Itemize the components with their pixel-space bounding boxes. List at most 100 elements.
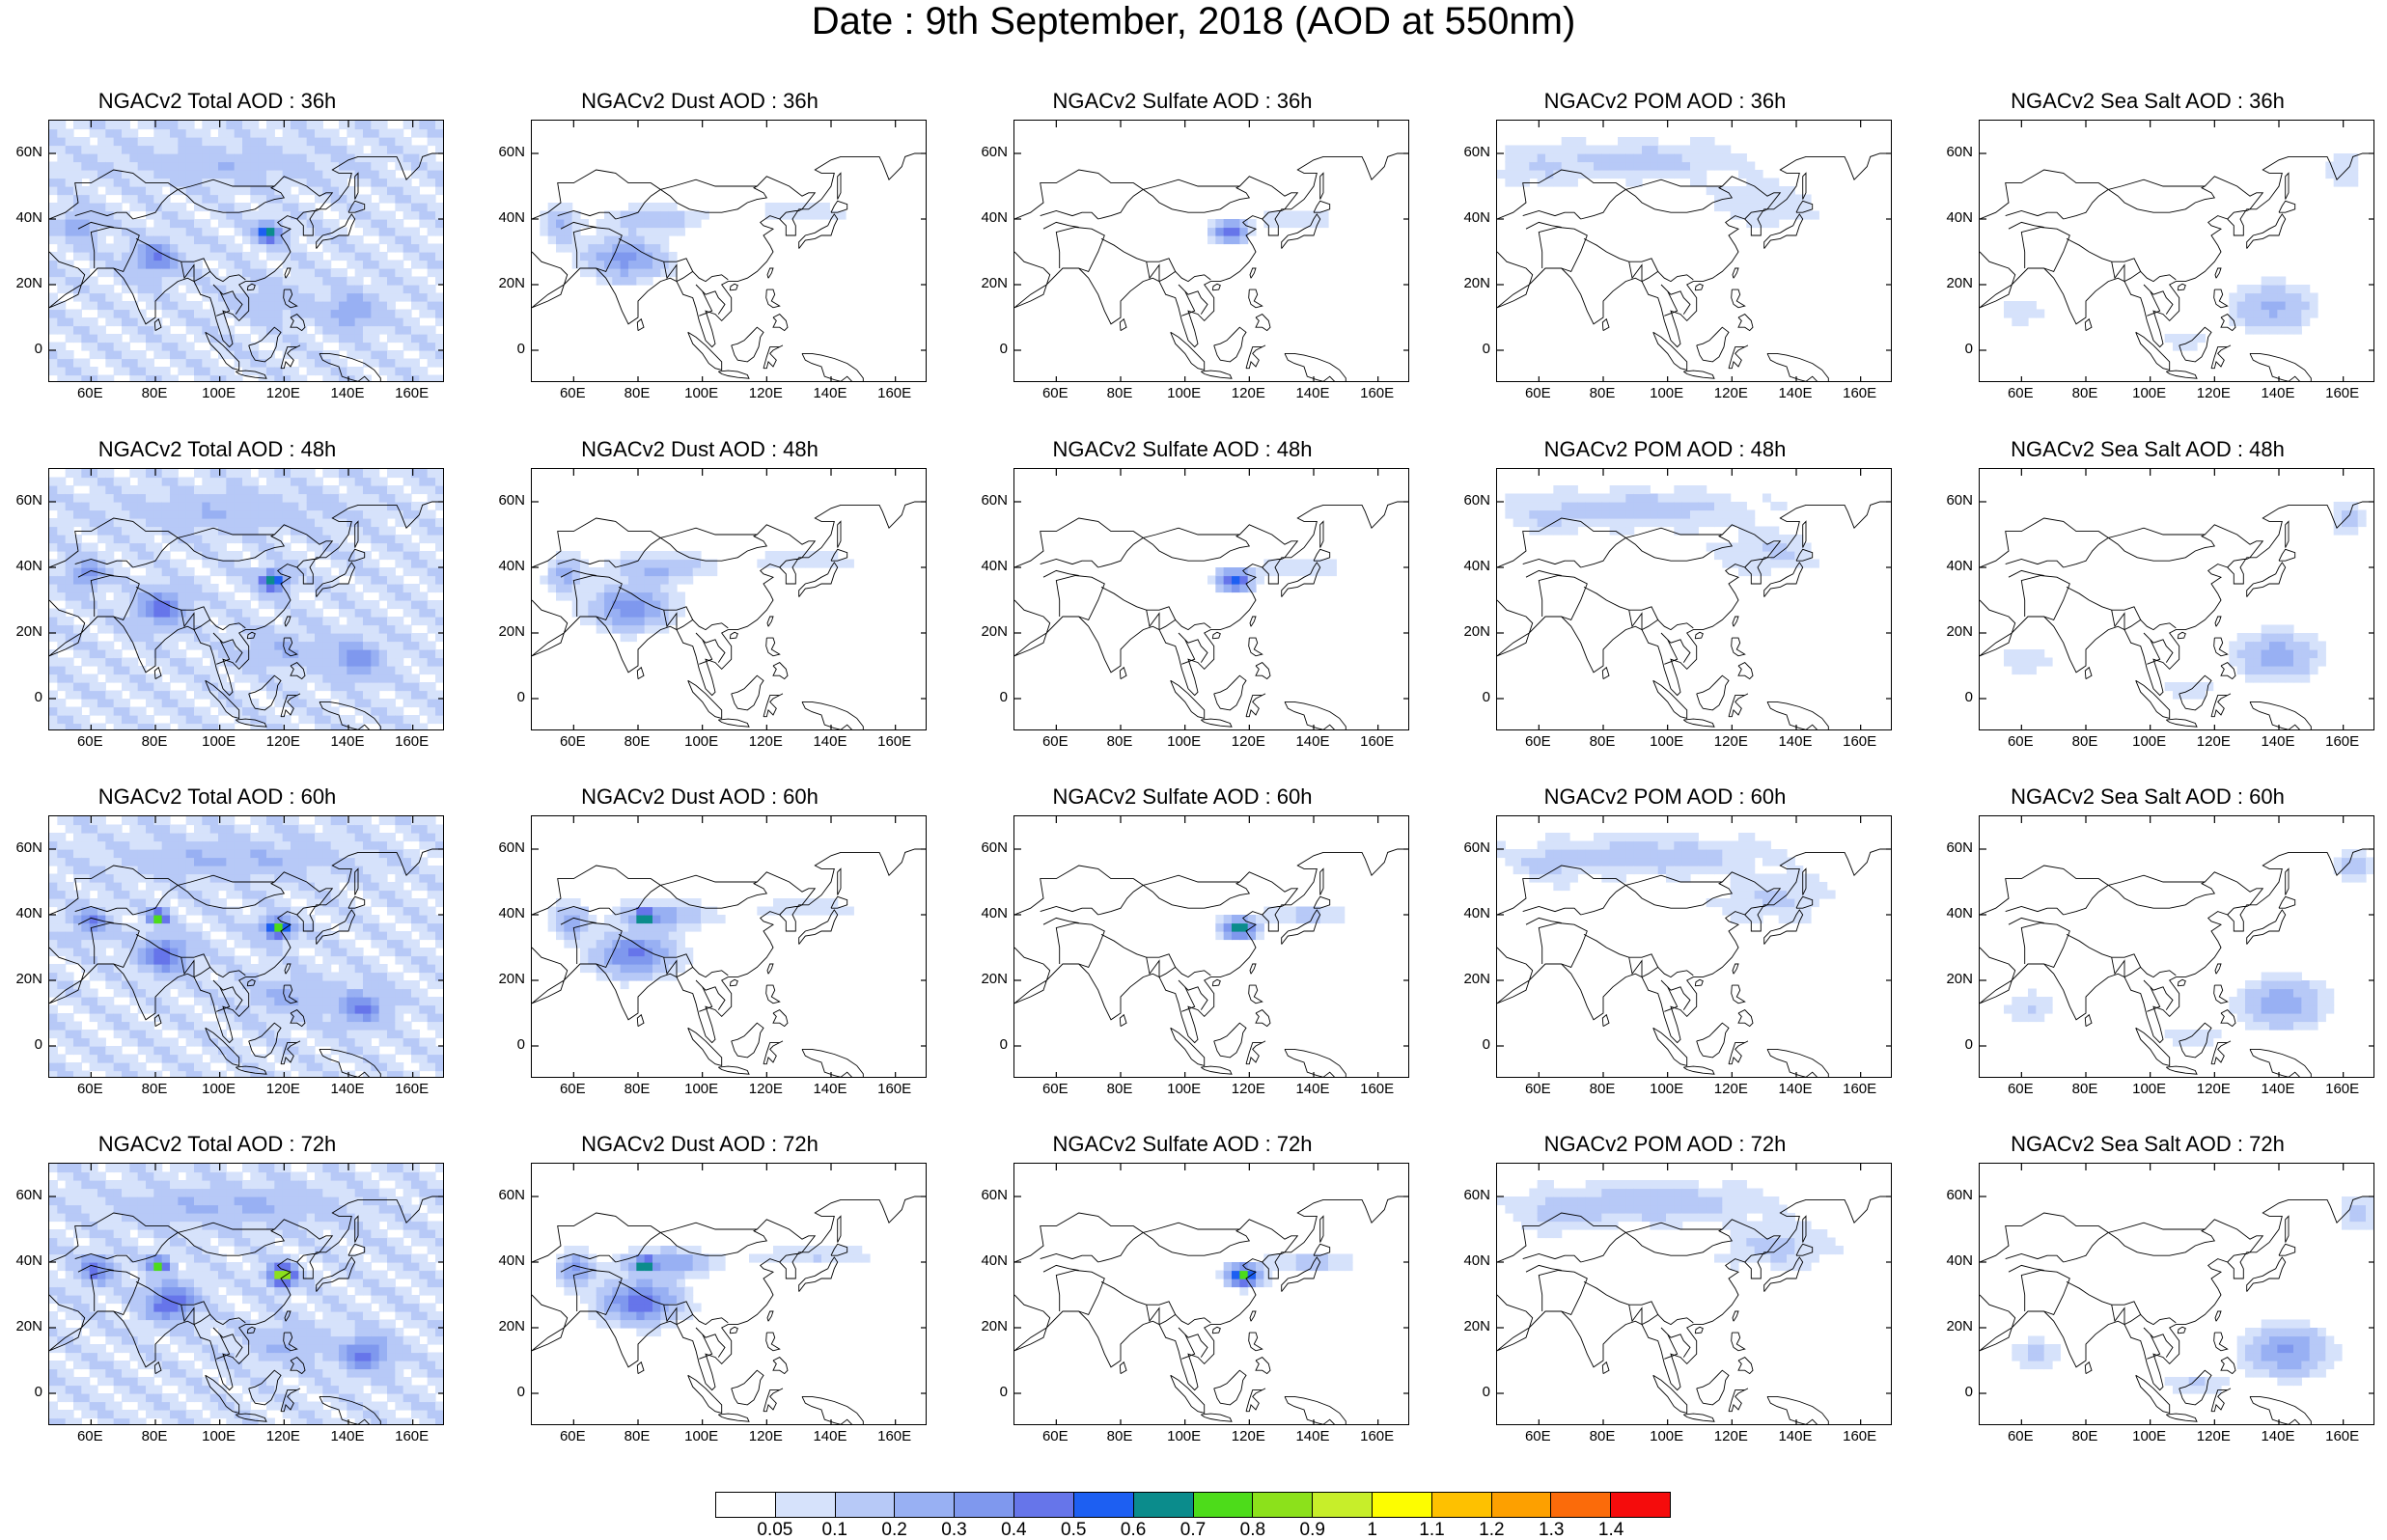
aod-cell xyxy=(170,948,179,957)
aod-cell xyxy=(218,706,227,716)
coastline xyxy=(798,213,839,249)
aod-cell xyxy=(49,657,58,667)
aod-cell xyxy=(2269,309,2278,318)
aod-cell xyxy=(89,948,98,957)
aod-cell xyxy=(65,374,74,381)
aod-cell xyxy=(540,210,549,220)
aod-cell xyxy=(137,1070,147,1077)
aod-cell xyxy=(226,624,236,634)
aod-cell xyxy=(250,243,260,253)
aod-cell xyxy=(170,608,179,618)
aod-cell xyxy=(1762,526,1771,536)
aod-cell xyxy=(315,367,323,376)
coastline xyxy=(1097,537,1144,568)
aod-cell xyxy=(89,374,98,381)
aod-cell xyxy=(1770,210,1780,220)
aod-cell xyxy=(684,219,694,229)
aod-cell xyxy=(612,624,622,634)
aod-cell xyxy=(306,285,316,294)
aod-cell xyxy=(1521,145,1530,154)
aod-cell xyxy=(146,898,154,908)
aod-cell xyxy=(322,493,332,503)
aod-cell xyxy=(194,816,203,826)
aod-cell xyxy=(443,310,444,318)
aod-cell xyxy=(354,600,364,610)
aod-cell xyxy=(73,682,82,692)
aod-cell xyxy=(178,567,187,577)
coastline xyxy=(1744,210,1764,220)
aod-cell xyxy=(65,641,74,650)
aod-cell xyxy=(266,469,275,479)
aod-cell xyxy=(178,301,187,311)
aod-cell xyxy=(1714,542,1723,552)
aod-cell xyxy=(387,128,396,138)
aod-cell xyxy=(2333,509,2343,519)
aod-cell xyxy=(395,285,404,294)
aod-cell xyxy=(194,682,203,692)
coastline xyxy=(2020,227,2070,272)
aod-cell xyxy=(113,666,123,675)
aod-cell xyxy=(73,649,82,659)
aod-cell xyxy=(202,633,211,643)
aod-cell xyxy=(298,260,308,269)
aod-cell xyxy=(322,509,332,519)
aod-cell xyxy=(57,682,67,692)
aod-cell xyxy=(339,608,347,618)
aod-cell xyxy=(49,367,58,376)
aod-cell xyxy=(137,584,147,593)
aod-cell xyxy=(113,210,123,220)
aod-cell xyxy=(1609,526,1619,536)
x-tick-label: 60E xyxy=(2007,733,2034,750)
aod-cell xyxy=(1754,178,1763,187)
aod-cell xyxy=(402,591,412,601)
aod-cell xyxy=(435,649,443,659)
aod-cell xyxy=(1553,509,1563,519)
aod-cell xyxy=(202,268,211,278)
aod-cell xyxy=(137,972,147,981)
aod-cell xyxy=(137,1062,147,1072)
x-tick-label: 120E xyxy=(1231,733,1265,750)
aod-cell xyxy=(652,617,661,626)
aod-cell xyxy=(170,145,179,154)
aod-cell xyxy=(234,674,243,683)
aod-cell xyxy=(1295,559,1305,568)
aod-cell xyxy=(805,559,815,568)
aod-cell xyxy=(105,980,115,990)
aod-cell xyxy=(161,276,171,286)
aod-cell xyxy=(146,1070,154,1077)
aod-cell xyxy=(57,243,67,253)
aod-cell xyxy=(170,690,179,700)
aod-cell xyxy=(161,477,171,486)
aod-cell xyxy=(194,509,203,519)
aod-cell xyxy=(122,833,130,842)
aod-cell xyxy=(81,145,91,154)
aod-cell xyxy=(427,358,436,368)
aod-cell xyxy=(2285,325,2294,335)
aod-cell xyxy=(347,317,356,327)
aod-cell xyxy=(194,469,203,479)
aod-cell xyxy=(282,493,291,503)
aod-cell xyxy=(65,219,74,229)
coastline xyxy=(132,189,179,220)
aod-cell xyxy=(146,227,154,236)
aod-cell xyxy=(322,575,332,585)
aod-cell xyxy=(1601,153,1611,163)
aod-cell xyxy=(1690,526,1699,536)
aod-cell xyxy=(1746,509,1756,519)
aod-cell xyxy=(2357,509,2367,519)
aod-cell xyxy=(57,840,67,850)
aod-cell xyxy=(81,235,91,245)
aod-cell xyxy=(129,584,139,593)
aod-cell xyxy=(178,292,187,302)
aod-cell xyxy=(89,972,98,981)
aod-cell xyxy=(443,707,444,716)
aod-cell xyxy=(298,317,308,327)
aod-cell xyxy=(306,235,316,245)
aod-cell xyxy=(161,526,171,536)
aod-cell xyxy=(161,624,171,634)
aod-cell xyxy=(57,301,67,311)
aod-cell xyxy=(105,268,115,278)
aod-cell xyxy=(291,203,299,212)
aod-cell xyxy=(306,210,316,220)
aod-cell xyxy=(153,121,163,130)
